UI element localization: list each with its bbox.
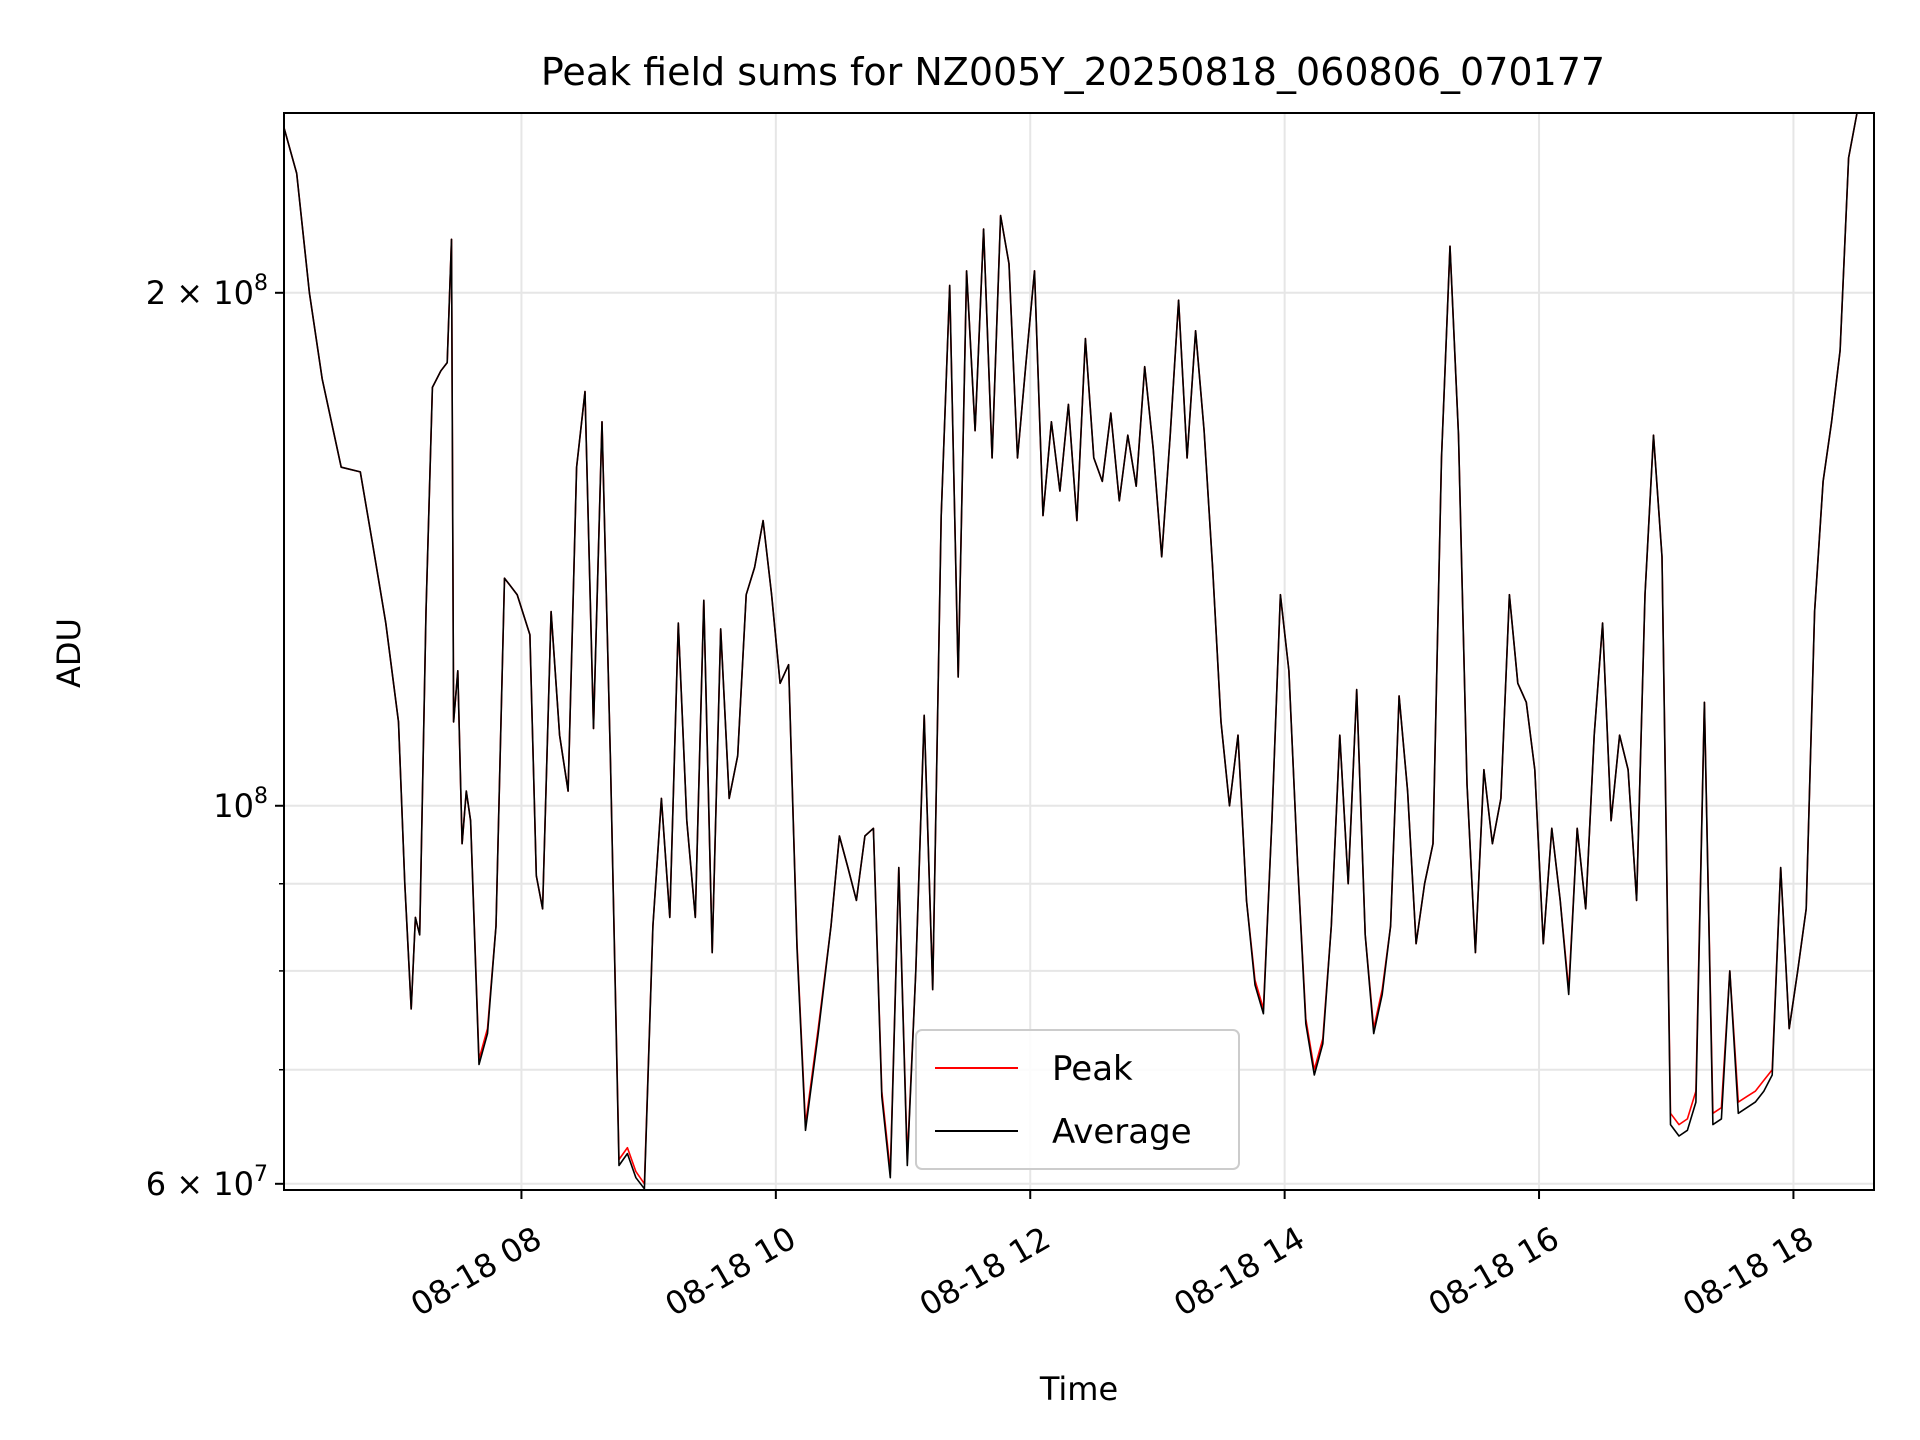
series-line-average [283, 112, 1858, 1190]
y-tick-label: 108 [213, 784, 268, 825]
y-axis-label: ADU [50, 618, 88, 688]
x-tick-label: 08-18 12 [913, 1219, 1057, 1324]
grid-lines [284, 113, 1874, 1190]
legend-box [915, 1029, 1240, 1170]
legend-label-average: Average [1052, 1112, 1192, 1152]
x-tick-label: 08-18 08 [404, 1219, 548, 1324]
x-axis: 08-18 08 08-18 10 08-18 12 08-18 14 08-18 16… [404, 1190, 1820, 1324]
x-tick-label: 08-18 18 [1676, 1219, 1820, 1324]
series-line-peak [283, 112, 1858, 1185]
series-lines [283, 112, 1858, 1190]
y-tick-label: 2 × 108 [146, 271, 268, 312]
x-tick-label: 08-18 10 [659, 1219, 803, 1324]
plot-frame [283, 112, 1875, 1191]
chart-title: Peak field sums for NZ005Y_20250818_0608… [541, 50, 1605, 94]
x-tick-label: 08-18 16 [1422, 1219, 1566, 1324]
y-axis: 6 × 107 108 2 × 108 [146, 271, 284, 1203]
x-tick-label: 08-18 14 [1167, 1219, 1311, 1324]
x-axis-label: Time [1039, 1370, 1118, 1408]
legend-label-peak: Peak [1052, 1049, 1133, 1089]
y-tick-label: 6 × 107 [146, 1162, 268, 1203]
legend: Peak Average [915, 1029, 1240, 1170]
